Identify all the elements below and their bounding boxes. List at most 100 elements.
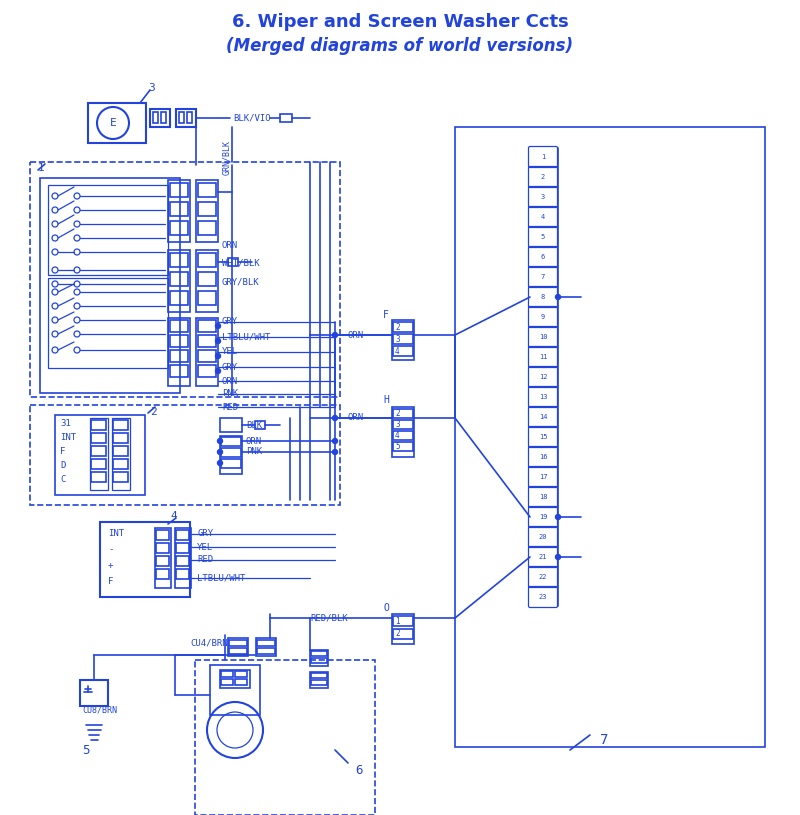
Bar [80, 680, 108, 706]
Bar [210, 665, 260, 715]
Text: 19: 19 [538, 514, 547, 520]
Text: 7: 7 [600, 733, 608, 747]
Bar [48, 185, 168, 275]
Text: RED: RED [197, 556, 213, 565]
Bar [113, 420, 128, 430]
Bar [221, 671, 233, 677]
Bar [255, 421, 265, 429]
Bar [280, 114, 292, 122]
Bar [221, 448, 241, 457]
Text: 6: 6 [355, 764, 362, 777]
Bar [176, 556, 189, 566]
Text: 31: 31 [60, 420, 70, 429]
Text: 17: 17 [538, 474, 547, 480]
Bar [393, 346, 413, 356]
Text: GRY/BLK: GRY/BLK [222, 277, 260, 287]
Text: CU4/BRN: CU4/BRN [190, 638, 228, 647]
Bar [455, 127, 765, 747]
Bar [176, 569, 189, 579]
Text: 1: 1 [38, 163, 45, 173]
Bar [40, 178, 180, 393]
Circle shape [333, 450, 338, 455]
Bar [113, 433, 128, 443]
Bar [91, 446, 106, 456]
Bar [256, 638, 276, 656]
Bar [112, 418, 130, 490]
Bar [311, 658, 327, 663]
Bar [179, 112, 184, 123]
Bar [100, 522, 190, 597]
Bar [198, 335, 216, 347]
Bar [393, 431, 413, 440]
Bar [310, 650, 328, 666]
Text: ORN: ORN [348, 331, 364, 340]
Bar [90, 418, 108, 490]
Text: GRY: GRY [222, 363, 238, 372]
Text: +: + [108, 562, 114, 570]
Bar [156, 556, 169, 566]
Text: LTBLU/WHT: LTBLU/WHT [197, 574, 246, 583]
Bar [170, 291, 188, 305]
Text: 7: 7 [541, 274, 545, 280]
Text: BLK: BLK [246, 421, 262, 430]
Text: 6: 6 [541, 254, 545, 260]
Bar [195, 660, 375, 815]
Bar [393, 334, 413, 344]
Text: 20: 20 [538, 534, 547, 540]
Text: 4: 4 [395, 431, 400, 440]
Text: H: H [383, 395, 389, 405]
Text: 3: 3 [148, 83, 154, 93]
Text: 16: 16 [538, 454, 547, 460]
Text: 15: 15 [538, 434, 547, 440]
Bar [393, 322, 413, 332]
Text: 1: 1 [541, 154, 545, 160]
Bar [392, 614, 414, 644]
Text: D: D [60, 461, 66, 470]
Bar [228, 638, 248, 656]
Bar [257, 648, 275, 654]
Bar [155, 528, 171, 588]
Text: (Merged diagrams of world versions): (Merged diagrams of world versions) [226, 37, 574, 55]
Bar [113, 472, 128, 482]
Text: ORN: ORN [222, 241, 238, 250]
Circle shape [218, 438, 222, 443]
Bar [170, 335, 188, 347]
Text: 1: 1 [395, 616, 400, 625]
Text: RED: RED [222, 403, 238, 412]
Bar [311, 680, 327, 685]
Bar [229, 640, 247, 646]
Circle shape [555, 514, 561, 519]
Bar [176, 530, 189, 540]
Bar [168, 318, 190, 386]
Bar [311, 673, 327, 678]
Bar [168, 250, 190, 312]
Bar [91, 472, 106, 482]
Text: PNK: PNK [222, 390, 238, 399]
Text: BLK/VIO: BLK/VIO [233, 113, 270, 122]
Text: 23: 23 [538, 594, 547, 600]
Bar [196, 180, 218, 242]
Text: 4: 4 [170, 511, 177, 521]
Bar [175, 528, 191, 588]
Bar [113, 459, 128, 469]
Circle shape [218, 450, 222, 455]
Text: YEL: YEL [222, 347, 238, 356]
Text: 2: 2 [541, 174, 545, 180]
Bar [221, 437, 241, 446]
Bar [235, 671, 247, 677]
Text: GRN/BLK: GRN/BLK [222, 140, 231, 175]
Text: 2: 2 [150, 407, 157, 417]
Bar [198, 183, 216, 197]
Text: CU8/BRN: CU8/BRN [82, 706, 117, 715]
Bar [198, 291, 216, 305]
Bar [161, 112, 166, 123]
Bar [91, 433, 106, 443]
Text: GRY: GRY [197, 530, 213, 539]
Text: ORN: ORN [348, 413, 364, 422]
Bar [150, 109, 170, 127]
Bar [170, 272, 188, 286]
Bar [168, 180, 190, 242]
Text: 6. Wiper and Screen Washer Ccts: 6. Wiper and Screen Washer Ccts [232, 13, 568, 31]
Bar [170, 350, 188, 362]
Bar [229, 648, 247, 654]
